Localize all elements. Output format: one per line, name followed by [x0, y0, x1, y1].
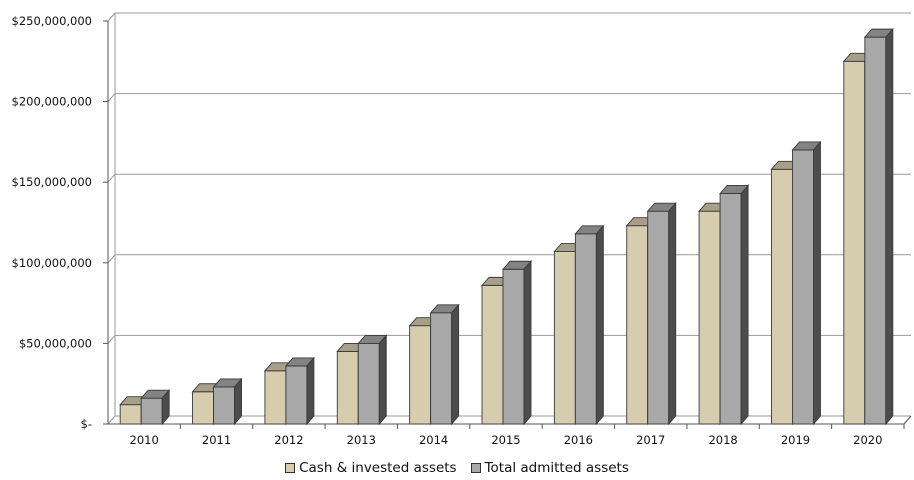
x-tick-label: 2015	[491, 433, 520, 447]
gridline-diagonal	[107, 93, 116, 102]
legend-swatch-cash	[285, 463, 296, 473]
bar-front	[626, 225, 649, 425]
bar-side	[451, 303, 460, 426]
legend-item-total: Total admitted assets	[470, 460, 629, 476]
bar-front	[864, 36, 887, 425]
bar	[502, 260, 532, 426]
bar-front	[192, 391, 214, 425]
bar-front	[553, 251, 576, 425]
floor-edge	[903, 415, 912, 425]
bars	[119, 27, 894, 426]
legend-swatch-total	[470, 463, 481, 473]
bar-front	[285, 365, 308, 425]
x-tick-label: 2010	[130, 433, 159, 447]
bar-front	[481, 284, 504, 425]
bar	[574, 224, 605, 426]
bar	[140, 389, 171, 426]
legend-label-total: Total admitted assets	[484, 460, 629, 476]
x-tick-label: 2017	[636, 433, 665, 447]
x-tick-label: 2019	[781, 433, 810, 447]
x-tick-label: 2018	[708, 433, 737, 447]
bar-side	[885, 27, 894, 426]
bar-front	[336, 351, 359, 425]
bar	[646, 202, 677, 426]
x-tick-label: 2012	[274, 433, 303, 447]
x-tick-label: 2014	[419, 433, 448, 447]
bar-front	[502, 268, 525, 425]
bar-front	[792, 149, 814, 425]
y-tick-label: $150,000,000	[12, 175, 92, 189]
bar	[284, 356, 315, 426]
bar-front	[719, 193, 742, 425]
bar-front	[647, 210, 670, 425]
y-tick-label: $200,000,000	[12, 95, 92, 109]
bar	[719, 184, 750, 426]
bar-front	[409, 325, 432, 425]
bar-front	[119, 404, 142, 425]
bar-front	[213, 386, 235, 425]
gridline-diagonal	[107, 254, 116, 264]
bar	[357, 334, 388, 426]
bar-side	[740, 184, 749, 426]
bar-side	[306, 356, 315, 426]
gridline-diagonal	[107, 335, 116, 344]
bar-front	[357, 342, 380, 425]
bar-side	[668, 202, 677, 426]
bar-side	[234, 377, 242, 426]
y-tick-label: $-	[81, 417, 92, 431]
bar	[863, 27, 894, 426]
gridline-diagonal	[107, 415, 116, 425]
y-tick-label: $100,000,000	[12, 256, 92, 270]
y-tick-label: $250,000,000	[12, 14, 92, 28]
legend-item-cash: Cash & invested assets	[285, 460, 457, 476]
bar-front	[771, 168, 793, 425]
x-tick-label: 2013	[347, 433, 376, 447]
x-axis-tick-labels: 2010 2011 2012 2013 2014 2015 2016 2017 2018 2019…	[130, 433, 883, 447]
x-tick-label: 2020	[853, 433, 882, 447]
bar-front	[264, 370, 287, 425]
x-tick-label: 2016	[564, 433, 593, 447]
y-tick-label: $50,000,000	[19, 336, 92, 350]
bar-front	[140, 397, 163, 425]
legend-label-cash: Cash & invested assets	[299, 460, 457, 476]
bar-front	[843, 60, 866, 425]
bar	[429, 303, 460, 426]
bar-side	[595, 224, 604, 426]
x-tick-label: 2011	[202, 433, 231, 447]
bar	[791, 140, 822, 426]
gridline-diagonal	[107, 173, 116, 183]
bar-side	[523, 260, 532, 426]
bar-side	[378, 334, 387, 426]
legend: Cash & invested assets Total admitted as…	[0, 458, 914, 478]
bar-front	[698, 210, 721, 425]
bar-front	[574, 233, 597, 425]
bar	[212, 377, 243, 426]
y-axis-tick-labels: $- $50,000,000 $100,000,000 $150,000,000 $20…	[12, 14, 92, 431]
bar-side	[161, 389, 170, 426]
bar-side	[813, 140, 821, 426]
bar-front	[430, 312, 453, 425]
gridline-diagonal	[107, 12, 116, 22]
